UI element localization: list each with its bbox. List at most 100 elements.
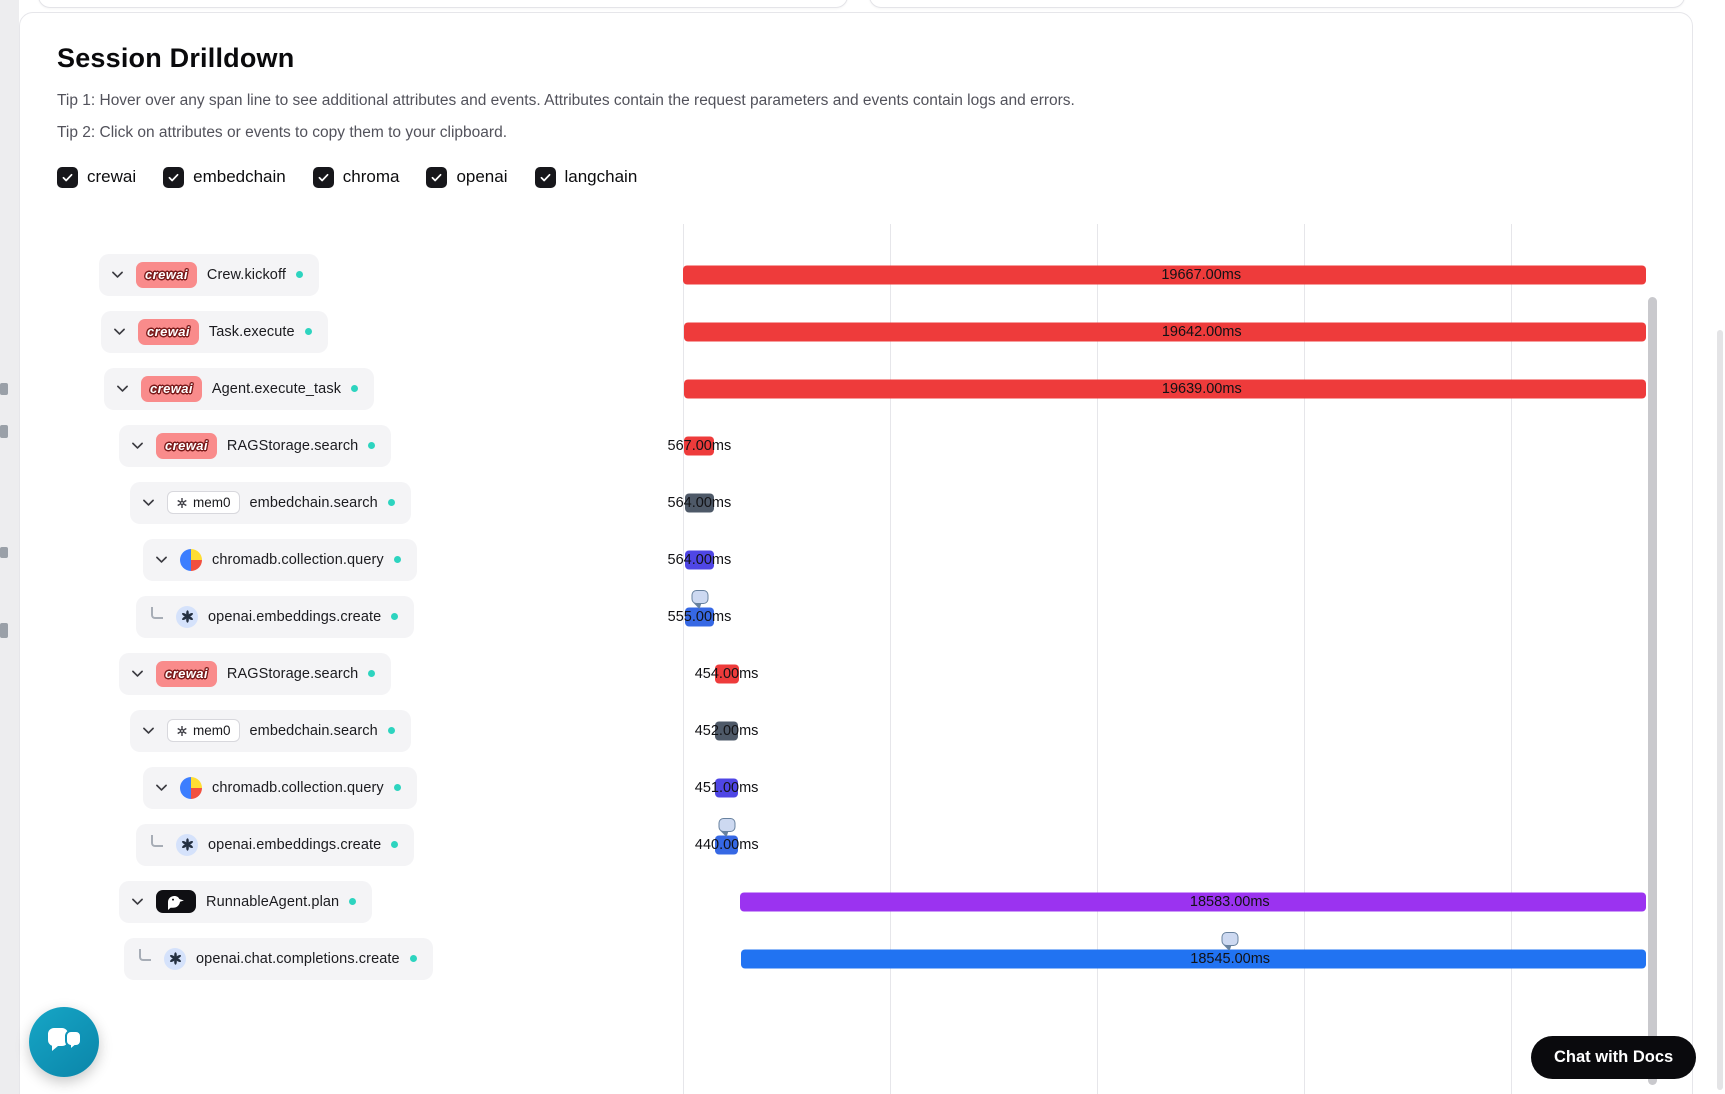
status-dot xyxy=(387,499,395,506)
span-row: openai.embeddings.create 440.00ms xyxy=(20,816,1694,873)
checkbox-checked-icon[interactable] xyxy=(534,166,556,188)
chevron-down-icon[interactable] xyxy=(140,494,157,511)
session-drilldown-card: Session Drilldown Tip 1: Hover over any … xyxy=(19,12,1693,1094)
checkbox-checked-icon[interactable] xyxy=(57,166,78,188)
span-bar[interactable] xyxy=(684,550,715,569)
timeline-cell[interactable]: 18545.00ms xyxy=(683,930,1646,987)
filter-checkbox-chroma[interactable]: chroma xyxy=(312,166,400,188)
span-duration: 19639.00ms xyxy=(1161,380,1242,397)
filter-label: chroma xyxy=(342,167,400,187)
sidebar-fragment-icon xyxy=(0,547,8,558)
chevron-down-icon[interactable] xyxy=(114,380,131,397)
span-label-pill[interactable]: mem0 embedchain.search xyxy=(130,709,411,752)
timeline-cell[interactable]: 452.00ms xyxy=(683,702,1646,759)
timeline-cell[interactable]: 18583.00ms xyxy=(683,873,1646,930)
timeline-cell[interactable]: 555.00ms xyxy=(668,588,1646,645)
status-dot xyxy=(304,328,312,335)
span-bar[interactable] xyxy=(714,721,739,740)
span-row: RunnableAgent.plan 18583.00ms xyxy=(20,873,1694,930)
span-label-pill[interactable]: crewai Agent.execute_task xyxy=(104,367,375,410)
span-row: crewai RAGStorage.search 567.00ms xyxy=(20,417,1694,474)
span-row: chromadb.collection.query 451.00ms xyxy=(20,759,1694,816)
events-bubble-icon[interactable] xyxy=(691,590,709,609)
top-panel-left xyxy=(38,0,848,8)
filter-checkbox-openai[interactable]: openai xyxy=(426,166,508,188)
chevron-down-icon[interactable] xyxy=(140,722,157,739)
status-dot xyxy=(368,670,376,677)
span-name: openai.chat.completions.create xyxy=(196,950,400,967)
span-rows: crewai Crew.kickoff 19667.00ms crewai Ta… xyxy=(20,246,1694,987)
chat-bubbles-icon xyxy=(47,1028,82,1053)
timeline-cell[interactable]: 19639.00ms xyxy=(683,360,1646,417)
span-bar[interactable] xyxy=(684,379,1646,398)
span-label-pill[interactable]: crewai Crew.kickoff xyxy=(99,253,319,296)
span-label-pill[interactable]: crewai RAGStorage.search xyxy=(119,424,392,467)
span-row: crewai Crew.kickoff 19667.00ms xyxy=(20,246,1694,303)
tip-2: Tip 2: Click on attributes or events to … xyxy=(57,124,507,142)
chevron-down-icon[interactable] xyxy=(153,551,170,568)
openai-logo-icon xyxy=(164,947,186,970)
span-bar[interactable] xyxy=(714,664,739,683)
timeline-cell[interactable]: 567.00ms xyxy=(668,417,1646,474)
checkbox-checked-icon[interactable] xyxy=(312,166,334,188)
span-label-pill[interactable]: openai.embeddings.create xyxy=(136,823,415,866)
chat-widget-button[interactable] xyxy=(29,1007,99,1077)
span-name: RunnableAgent.plan xyxy=(206,893,340,910)
span-label-pill[interactable]: openai.chat.completions.create xyxy=(124,937,433,980)
span-bar[interactable] xyxy=(684,607,715,626)
events-bubble-icon[interactable] xyxy=(1221,932,1239,951)
span-row: crewai RAGStorage.search 454.00ms xyxy=(20,645,1694,702)
timeline-cell[interactable]: 440.00ms xyxy=(683,816,1646,873)
chevron-down-icon[interactable] xyxy=(153,779,170,796)
filter-checkbox-langchain[interactable]: langchain xyxy=(534,166,637,188)
timeline-cell[interactable]: 451.00ms xyxy=(683,759,1646,816)
timeline-cell[interactable]: 19667.00ms xyxy=(683,246,1646,303)
span-bar[interactable] xyxy=(714,778,739,797)
span-bar[interactable] xyxy=(741,949,1646,968)
span-bar[interactable] xyxy=(684,322,1646,341)
span-row: openai.chat.completions.create 18545.00m… xyxy=(20,930,1694,987)
status-dot xyxy=(391,841,399,848)
span-bar[interactable] xyxy=(740,892,1646,911)
checkbox-checked-icon[interactable] xyxy=(163,166,185,188)
events-bubble-icon[interactable] xyxy=(718,818,736,837)
tree-elbow-connector xyxy=(151,834,163,847)
span-label-pill[interactable]: crewai RAGStorage.search xyxy=(119,652,392,695)
chevron-down-icon[interactable] xyxy=(129,893,146,910)
chevron-down-icon[interactable] xyxy=(111,323,128,340)
timeline-cell[interactable]: 564.00ms xyxy=(668,474,1646,531)
vertical-scrollbar-thumb[interactable] xyxy=(1648,297,1657,1085)
chevron-down-icon[interactable] xyxy=(109,266,126,283)
span-bar[interactable] xyxy=(684,436,715,455)
span-name: embedchain.search xyxy=(249,494,378,511)
crewai-logo-badge: crewai xyxy=(138,318,199,345)
chevron-down-icon[interactable] xyxy=(129,437,146,454)
timeline-cell[interactable]: 454.00ms xyxy=(683,645,1646,702)
span-name: chromadb.collection.query xyxy=(212,551,384,568)
crewai-logo-badge: crewai xyxy=(136,261,197,288)
span-label-pill[interactable]: RunnableAgent.plan xyxy=(119,880,373,923)
openai-logo-icon xyxy=(176,833,198,856)
chat-with-docs-button[interactable]: Chat with Docs xyxy=(1531,1036,1697,1079)
span-name: RAGStorage.search xyxy=(226,437,359,454)
timeline-cell[interactable]: 564.00ms xyxy=(668,531,1646,588)
span-label-pill[interactable]: chromadb.collection.query xyxy=(143,538,417,581)
span-label-pill[interactable]: mem0 embedchain.search xyxy=(130,481,411,524)
filter-checkbox-embedchain[interactable]: embedchain xyxy=(163,166,286,188)
span-row: chromadb.collection.query 564.00ms xyxy=(20,531,1694,588)
page-scrollbar-thumb[interactable] xyxy=(1717,330,1723,1090)
span-label-pill[interactable]: openai.embeddings.create xyxy=(136,595,415,638)
span-bar[interactable] xyxy=(715,835,739,854)
span-bar[interactable] xyxy=(684,493,715,512)
checkbox-checked-icon[interactable] xyxy=(426,166,448,188)
filter-checkbox-crewai[interactable]: crewai xyxy=(57,166,136,188)
span-name: Agent.execute_task xyxy=(211,380,342,397)
chevron-down-icon[interactable] xyxy=(129,665,146,682)
span-name: RAGStorage.search xyxy=(226,665,359,682)
span-name: embedchain.search xyxy=(249,722,378,739)
span-bar[interactable] xyxy=(683,265,1646,284)
span-label-pill[interactable]: crewai Task.execute xyxy=(101,310,328,353)
span-label-pill[interactable]: chromadb.collection.query xyxy=(143,766,417,809)
timeline-cell[interactable]: 19642.00ms xyxy=(683,303,1646,360)
status-dot xyxy=(391,613,399,620)
